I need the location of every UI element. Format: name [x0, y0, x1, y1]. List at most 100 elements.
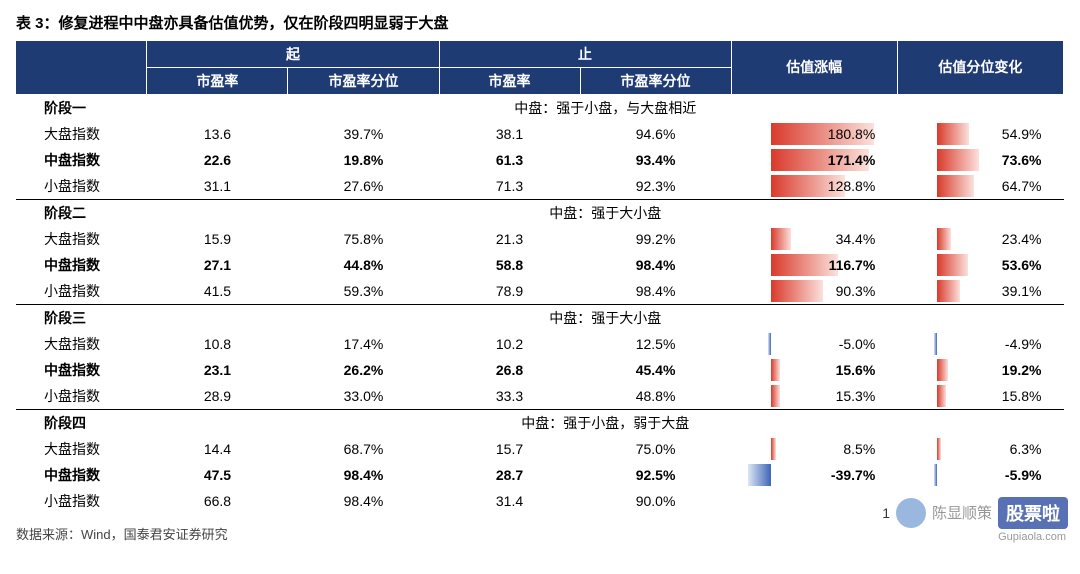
- header-val-gain: 估值涨幅: [731, 41, 897, 94]
- value-cell: 41.5: [147, 278, 288, 305]
- row-label: 小盘指数: [16, 173, 147, 200]
- value-cell: 48.8%: [580, 383, 731, 410]
- watermark-url: Gupiaola.com: [998, 531, 1066, 543]
- value-cell: 17.4%: [288, 331, 439, 357]
- value-cell: 99.2%: [580, 226, 731, 252]
- data-source: 数据来源：Wind，国泰君安证券研究: [16, 527, 228, 542]
- row-label: 中盘指数: [16, 462, 147, 488]
- row-label: 中盘指数: [16, 147, 147, 173]
- value-cell: 94.6%: [580, 121, 731, 147]
- value-cell: 98.4%: [580, 278, 731, 305]
- value-cell: 61.3: [439, 147, 580, 173]
- value-cell: 31.1: [147, 173, 288, 200]
- value-cell: 27.1: [147, 252, 288, 278]
- value-cell: 33.0%: [288, 383, 439, 410]
- value-cell: 93.4%: [580, 147, 731, 173]
- value-cell: 22.6: [147, 147, 288, 173]
- bar-cell-change: 64.7%: [897, 173, 1063, 200]
- stage-note: 中盘：强于小盘，弱于大盘: [147, 409, 1064, 436]
- table-row: 小盘指数28.933.0%33.348.8%15.3%15.8%: [16, 383, 1064, 410]
- value-cell: 21.3: [439, 226, 580, 252]
- value-cell: 10.8: [147, 331, 288, 357]
- bar-cell-gain: -39.7%: [731, 462, 897, 488]
- stage-label: 阶段四: [16, 409, 147, 436]
- value-cell: 14.4: [147, 436, 288, 462]
- table-row: 大盘指数15.975.8%21.399.2%34.4%23.4%: [16, 226, 1064, 252]
- table-row: 中盘指数47.598.4%28.792.5%-39.7%-5.9%: [16, 462, 1064, 488]
- watermark: 1 陈显顺策 股票啦: [882, 497, 1068, 529]
- bar-cell-gain: 15.6%: [731, 357, 897, 383]
- value-cell: 10.2: [439, 331, 580, 357]
- stage-note: 中盘：强于大小盘: [147, 304, 1064, 331]
- bar-cell-change: 53.6%: [897, 252, 1063, 278]
- row-label: 中盘指数: [16, 252, 147, 278]
- watermark-name: 陈显顺策: [932, 502, 992, 523]
- value-cell: 75.0%: [580, 436, 731, 462]
- value-cell: 58.8: [439, 252, 580, 278]
- header-pe2: 市盈率: [439, 68, 580, 95]
- value-cell: 90.0%: [580, 488, 731, 514]
- value-cell: 26.8: [439, 357, 580, 383]
- value-cell: 13.6: [147, 121, 288, 147]
- table-row: 中盘指数23.126.2%26.845.4%15.6%19.2%: [16, 357, 1064, 383]
- value-cell: 23.1: [147, 357, 288, 383]
- bar-cell-gain: 90.3%: [731, 278, 897, 305]
- value-cell: 19.8%: [288, 147, 439, 173]
- value-cell: 28.9: [147, 383, 288, 410]
- value-cell: 68.7%: [288, 436, 439, 462]
- value-cell: 47.5: [147, 462, 288, 488]
- table-row: 中盘指数22.619.8%61.393.4%171.4%73.6%: [16, 147, 1064, 173]
- value-cell: 15.7: [439, 436, 580, 462]
- table-row: 大盘指数14.468.7%15.775.0%8.5%6.3%: [16, 436, 1064, 462]
- bar-cell-gain: 116.7%: [731, 252, 897, 278]
- row-label: 大盘指数: [16, 331, 147, 357]
- value-cell: 44.8%: [288, 252, 439, 278]
- table-row: 中盘指数27.144.8%58.898.4%116.7%53.6%: [16, 252, 1064, 278]
- row-label: 大盘指数: [16, 121, 147, 147]
- value-cell: 98.4%: [288, 488, 439, 514]
- watermark-num: 1: [882, 505, 890, 521]
- value-cell: 27.6%: [288, 173, 439, 200]
- stage-note: 中盘：强于小盘，与大盘相近: [147, 94, 1064, 121]
- value-cell: 59.3%: [288, 278, 439, 305]
- bar-cell-change: 15.8%: [897, 383, 1063, 410]
- watermark-logo: 股票啦: [998, 497, 1068, 529]
- stage-label: 阶段三: [16, 304, 147, 331]
- value-cell: 92.3%: [580, 173, 731, 200]
- bar-cell-change: 54.9%: [897, 121, 1063, 147]
- value-cell: 31.4: [439, 488, 580, 514]
- bar-cell-gain: 15.3%: [731, 383, 897, 410]
- value-cell: 71.3: [439, 173, 580, 200]
- table-row: 小盘指数41.559.3%78.998.4%90.3%39.1%: [16, 278, 1064, 305]
- value-cell: 75.8%: [288, 226, 439, 252]
- value-cell: 38.1: [439, 121, 580, 147]
- value-cell: 12.5%: [580, 331, 731, 357]
- bar-cell-gain: 8.5%: [731, 436, 897, 462]
- bar-cell-gain: 128.8%: [731, 173, 897, 200]
- value-cell: 78.9: [439, 278, 580, 305]
- row-label: 大盘指数: [16, 226, 147, 252]
- header-pe: 市盈率: [147, 68, 288, 95]
- bar-cell-gain: -5.0%: [731, 331, 897, 357]
- bar-cell-change: 73.6%: [897, 147, 1063, 173]
- value-cell: 98.4%: [580, 252, 731, 278]
- value-cell: 33.3: [439, 383, 580, 410]
- bar-cell-change: 19.2%: [897, 357, 1063, 383]
- row-label: 中盘指数: [16, 357, 147, 383]
- value-cell: 45.4%: [580, 357, 731, 383]
- value-cell: 28.7: [439, 462, 580, 488]
- value-cell: 66.8: [147, 488, 288, 514]
- bar-cell-gain: 34.4%: [731, 226, 897, 252]
- row-label: 小盘指数: [16, 278, 147, 305]
- row-label: 小盘指数: [16, 488, 147, 514]
- header-pe-pct2: 市盈率分位: [580, 68, 731, 95]
- value-cell: 98.4%: [288, 462, 439, 488]
- table-row: 大盘指数13.639.7%38.194.6%180.8%54.9%: [16, 121, 1064, 147]
- row-label: 大盘指数: [16, 436, 147, 462]
- avatar-icon: [896, 498, 926, 528]
- bar-cell-change: -5.9%: [897, 462, 1063, 488]
- stage-label: 阶段一: [16, 94, 147, 121]
- value-cell: 26.2%: [288, 357, 439, 383]
- header-end: 止: [439, 41, 731, 68]
- header-pct-change: 估值分位变化: [897, 41, 1063, 94]
